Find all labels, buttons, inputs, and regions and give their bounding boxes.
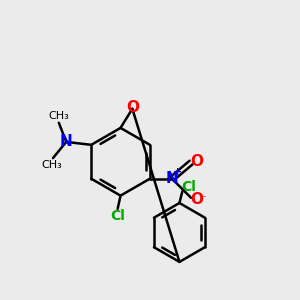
Text: CH₃: CH₃ — [49, 111, 69, 121]
Text: N: N — [166, 171, 178, 186]
Text: N: N — [60, 134, 73, 149]
Text: O: O — [190, 154, 203, 169]
Text: Cl: Cl — [182, 180, 196, 194]
Text: O: O — [190, 192, 203, 207]
Text: O: O — [126, 100, 139, 115]
Text: +: + — [172, 167, 182, 177]
Text: Cl: Cl — [110, 209, 125, 223]
Text: CH₃: CH₃ — [41, 160, 62, 170]
Text: ⁻: ⁻ — [199, 193, 206, 206]
